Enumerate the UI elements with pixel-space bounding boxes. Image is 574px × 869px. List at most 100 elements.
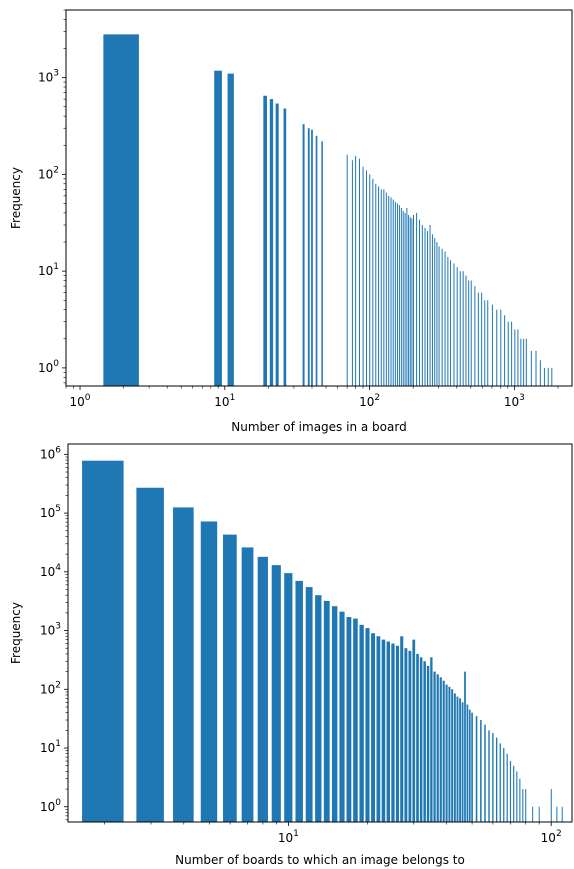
bar	[302, 124, 305, 386]
bar	[402, 210, 404, 386]
bar	[500, 309, 502, 386]
bar	[400, 207, 402, 386]
bar	[400, 636, 404, 822]
bar	[431, 234, 433, 386]
bar	[372, 178, 374, 386]
bar	[520, 338, 522, 386]
bar	[366, 170, 368, 386]
bar	[416, 653, 419, 822]
bar	[451, 689, 454, 822]
bar	[532, 806, 534, 822]
bar	[448, 686, 451, 822]
bar	[271, 565, 281, 822]
y-axis-label: Frequency	[9, 602, 23, 664]
x-tick-label: 102	[541, 829, 562, 845]
bar	[429, 224, 431, 386]
y-axis-label: Frequency	[9, 167, 23, 229]
bar	[411, 218, 413, 386]
bar	[517, 329, 519, 386]
x-tick-label: 101	[278, 829, 299, 845]
bar	[450, 260, 452, 386]
bar	[550, 789, 552, 822]
bar	[511, 321, 513, 386]
bar	[507, 321, 509, 386]
bar	[173, 507, 194, 822]
bar	[487, 300, 489, 386]
bar	[406, 207, 408, 386]
bar	[263, 95, 267, 386]
bar	[516, 771, 518, 822]
bar	[378, 186, 380, 386]
bar	[436, 242, 438, 386]
bar	[561, 806, 563, 822]
bar	[241, 547, 254, 822]
y-tick-label: 103	[40, 622, 61, 638]
bar	[305, 587, 313, 822]
bar	[543, 367, 545, 386]
bar	[376, 636, 381, 822]
x-tick-label: 102	[359, 393, 380, 409]
y-tick-label: 101	[38, 262, 59, 278]
bar	[438, 246, 440, 386]
y-tick-label: 102	[38, 165, 59, 181]
bar	[464, 671, 466, 822]
bar	[295, 580, 303, 822]
bar	[499, 743, 501, 822]
bar	[477, 292, 479, 386]
bar	[257, 556, 268, 822]
bar	[513, 765, 515, 822]
bar	[459, 698, 461, 822]
bar	[461, 702, 464, 822]
bar	[321, 141, 323, 386]
bar	[82, 460, 124, 822]
bar	[315, 595, 322, 822]
bar	[223, 534, 237, 822]
bar	[419, 219, 421, 386]
bar	[362, 166, 364, 386]
bar	[398, 205, 400, 386]
bar	[421, 224, 423, 386]
bar	[408, 650, 412, 822]
bar	[427, 230, 429, 386]
y-tick-label: 104	[40, 563, 61, 579]
bar	[468, 280, 470, 386]
bar	[358, 158, 360, 386]
x-axis-label: Number of images in a board	[231, 420, 406, 434]
bar	[474, 286, 476, 386]
bar	[311, 129, 313, 386]
bar	[385, 192, 387, 386]
bar	[445, 684, 448, 822]
bar	[506, 753, 508, 822]
bar	[346, 154, 348, 386]
bar	[359, 624, 364, 822]
chart-panel-1: 100 101 102 103 100 101 102 103 Number of images…	[9, 9, 573, 434]
axes-frame	[65, 9, 573, 387]
bar	[441, 248, 443, 386]
bar	[391, 643, 395, 822]
chart-panel-2: 101 102 100 101 102 103 104 105 106 Number of boa…	[9, 443, 573, 867]
bar	[136, 487, 164, 822]
bar	[214, 70, 222, 387]
bar	[353, 618, 358, 822]
bar	[430, 657, 433, 822]
bar	[365, 628, 370, 822]
bar	[471, 712, 473, 822]
bar	[539, 360, 541, 386]
bar	[514, 329, 516, 386]
bar	[468, 709, 471, 822]
bar	[388, 195, 390, 386]
bar	[491, 304, 493, 386]
bar	[439, 677, 442, 822]
bar	[315, 135, 318, 386]
bar	[200, 521, 218, 822]
bar	[525, 338, 527, 386]
bar	[488, 730, 490, 822]
x-axis-label: Number of boards to which an image belon…	[175, 853, 465, 867]
bar	[409, 217, 411, 386]
bar	[538, 806, 540, 822]
bar	[390, 197, 392, 386]
bar	[103, 34, 139, 387]
y-tick-label: 103	[38, 69, 59, 85]
bar	[442, 680, 445, 822]
